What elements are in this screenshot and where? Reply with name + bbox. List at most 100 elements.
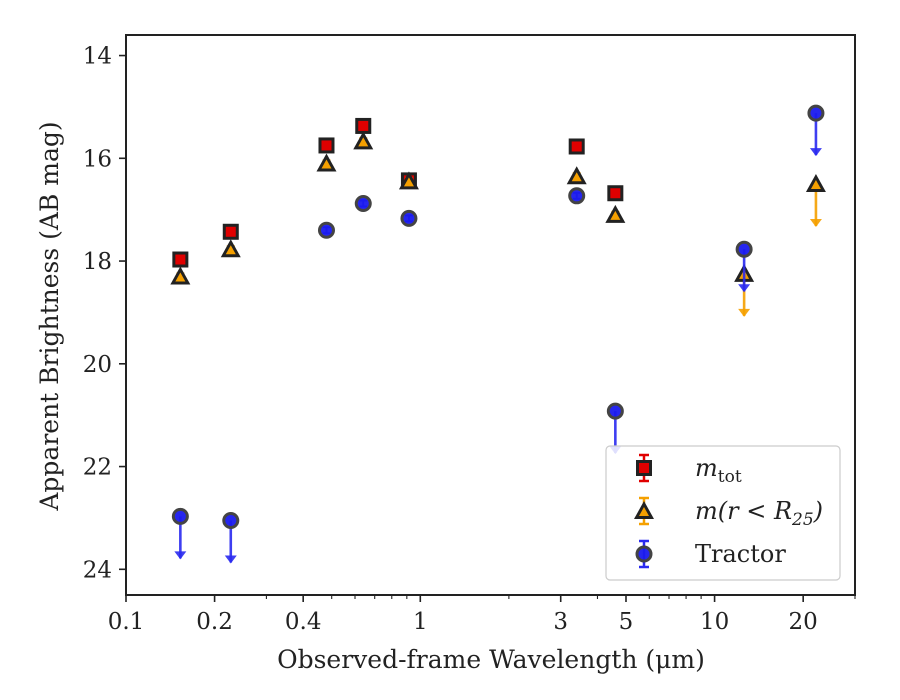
square-marker-fill [225, 226, 236, 237]
triangle-marker [316, 153, 337, 172]
triangle-marker-fill [358, 137, 369, 147]
data-point [220, 239, 241, 258]
triangle-marker [220, 239, 241, 258]
circle-marker [400, 209, 418, 227]
legend-entry: mtot [636, 453, 742, 487]
square-marker [607, 185, 624, 202]
data-point [170, 266, 191, 285]
circle-marker [317, 221, 335, 239]
y-tick-label: 14 [83, 44, 112, 70]
data-point [317, 221, 335, 239]
x-tick-label: 5 [619, 609, 634, 635]
triangle-marker-fill [810, 179, 821, 189]
legend-box [605, 445, 841, 581]
data-point [353, 131, 374, 150]
circle-marker [171, 507, 189, 525]
square-marker [318, 137, 335, 154]
x-axis-label: Observed-frame Wavelength (μm) [277, 645, 705, 674]
y-tick-label: 24 [83, 557, 112, 583]
triangle-marker-fill [639, 507, 649, 516]
y-axis-label: Apparent Brightness (AB mag) [35, 121, 64, 511]
triangle-marker [170, 266, 191, 285]
x-tick-label: 0.4 [285, 609, 322, 635]
plot-frame [125, 34, 856, 596]
series-2 [171, 104, 825, 564]
legend-square-icon [636, 460, 652, 476]
square-marker-fill [358, 120, 369, 131]
triangle-marker [805, 173, 826, 192]
series-1 [170, 131, 826, 317]
data-point [354, 195, 372, 213]
data-point [607, 185, 624, 202]
triangle-marker-fill [610, 210, 621, 220]
data-point [171, 507, 189, 560]
triangle-marker [566, 166, 587, 185]
square-marker-fill [639, 463, 649, 473]
x-tick-label: 0.2 [196, 609, 233, 635]
square-marker [172, 251, 189, 268]
triangle-marker-fill [225, 245, 236, 255]
circle-marker [568, 187, 586, 205]
upper-limit-arrow-head [174, 551, 187, 560]
data-point [355, 117, 372, 134]
legend-label: m(r < R25) [695, 497, 823, 530]
upper-limit-arrow-head [738, 308, 751, 317]
x-tick-label: 20 [789, 609, 818, 635]
legend-label-main: m(r < R [695, 497, 792, 525]
data-point [735, 240, 753, 293]
upper-limit-arrow-head [809, 218, 822, 227]
data-point [566, 166, 587, 185]
square-marker-fill [571, 141, 582, 152]
legend-triangle-icon [634, 501, 654, 519]
y-tick-label: 16 [83, 146, 112, 172]
legend-label-main: m [695, 454, 718, 482]
data-point [568, 187, 586, 205]
data-point [400, 209, 418, 227]
legend-label-main: Tractor [695, 540, 786, 568]
x-tick-label: 10 [700, 609, 729, 635]
triangle-marker [398, 171, 419, 190]
data-point [568, 138, 585, 155]
data-point [398, 171, 419, 190]
triangle-marker-fill [403, 177, 414, 187]
triangle-marker [353, 131, 374, 150]
triangle-marker-fill [175, 272, 186, 282]
triangle-marker-fill [571, 172, 582, 182]
square-marker [355, 117, 372, 134]
series-0 [172, 117, 624, 268]
y-tick-label: 18 [83, 249, 112, 275]
square-marker-fill [175, 254, 186, 265]
data-point [316, 153, 337, 172]
legend-entry: m(r < R25) [634, 496, 823, 530]
upper-limit-arrow-head [224, 555, 237, 564]
legend-label: mtot [695, 454, 742, 487]
y-tick-label: 20 [83, 352, 112, 378]
square-marker-fill [321, 140, 332, 151]
data-point [222, 223, 239, 240]
data-point [172, 251, 189, 268]
x-tick-label: 3 [553, 609, 568, 635]
upper-limit-arrow-head [809, 148, 822, 157]
legend-entry: Tractor [635, 539, 786, 569]
legend: mtot m(r < R25) Tractor [605, 445, 841, 581]
legend-label-subscript: 25 [791, 510, 814, 530]
circle-marker [807, 104, 825, 122]
data-point [805, 173, 826, 227]
data-point [807, 104, 825, 157]
triangle-marker [605, 204, 626, 223]
legend-circle-icon [635, 545, 653, 563]
circle-marker [606, 402, 624, 420]
axes: 0.1 0.2 0.4 1 3 5 10 20 14 16 18 20 22 24 [83, 34, 856, 635]
square-marker [568, 138, 585, 155]
x-tick-label: 0.1 [108, 609, 145, 635]
x-tick-label: 1 [413, 609, 428, 635]
upper-limit-arrow-head [738, 284, 751, 293]
circle-marker [222, 512, 240, 530]
triangle-marker-fill [321, 159, 332, 169]
data-point [318, 137, 335, 154]
y-tick-label: 22 [83, 455, 112, 481]
legend-label-subscript: tot [718, 467, 742, 487]
legend-label-suffix: ) [813, 497, 823, 525]
circle-marker [354, 195, 372, 213]
